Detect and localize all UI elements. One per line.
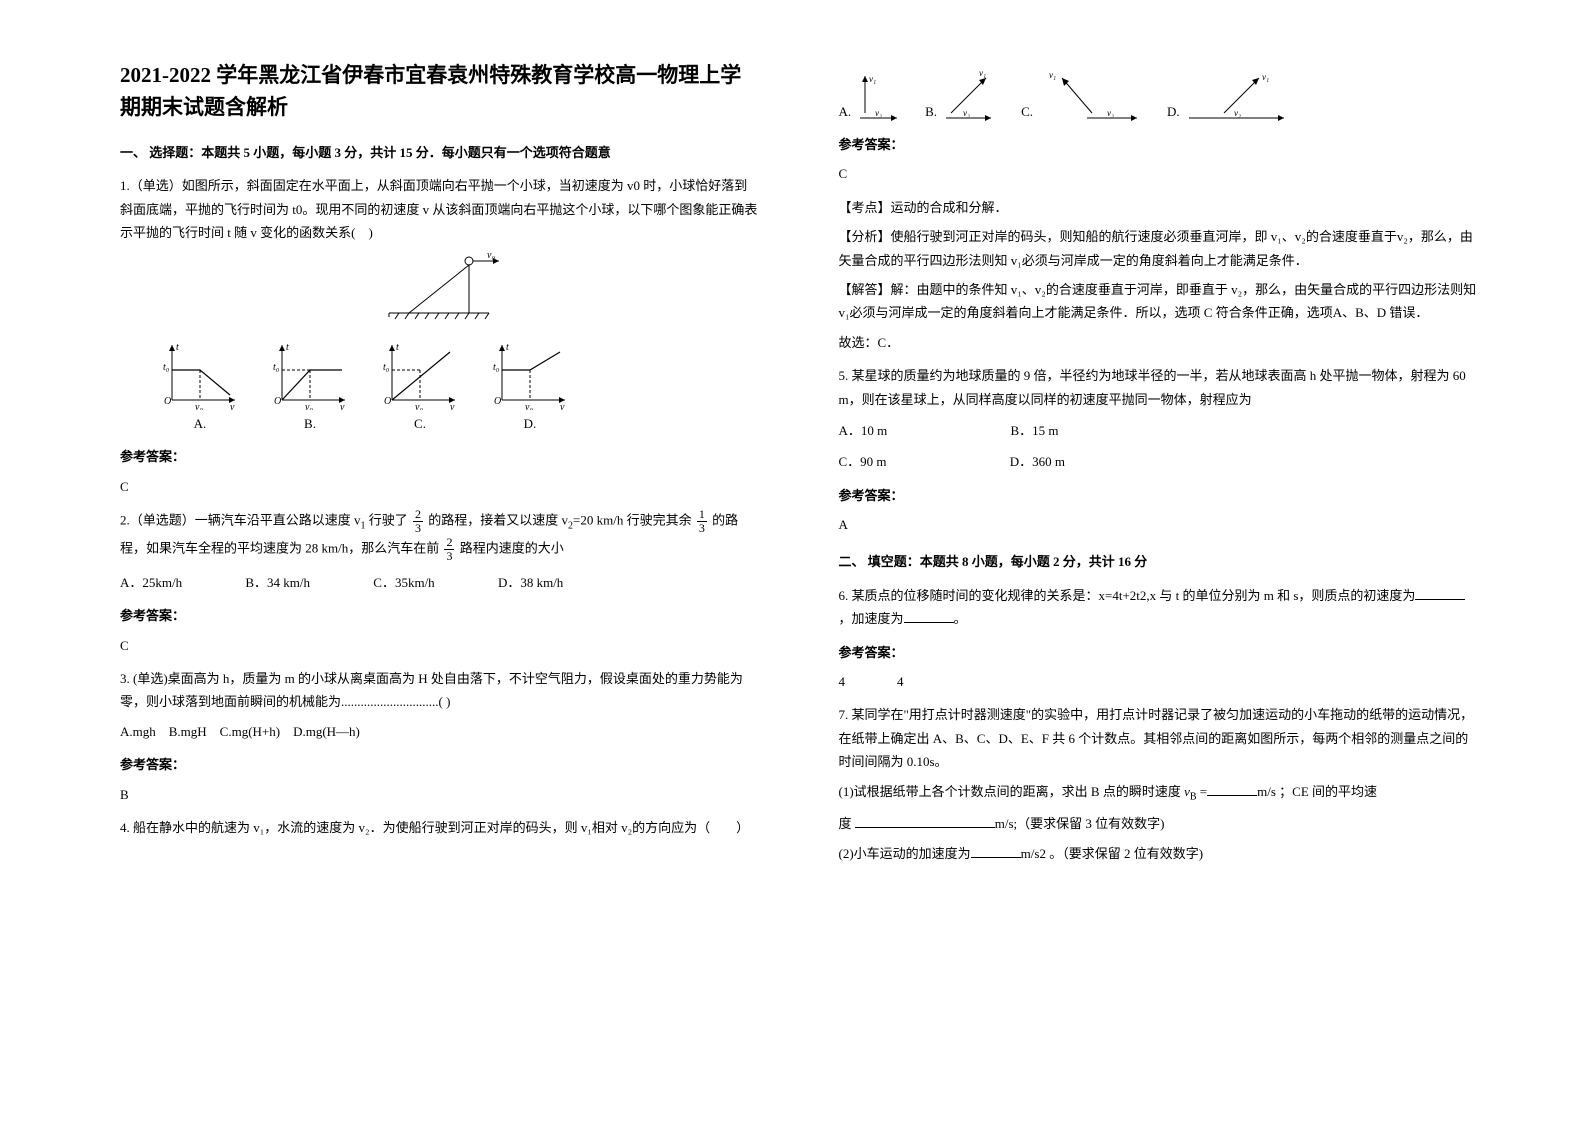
svg-text:v₀: v₀ xyxy=(487,253,495,261)
left-column: 2021-2022 学年黑龙江省伊春市宜春袁州特殊教育学校高一物理上学期期末试题… xyxy=(100,60,799,1082)
svg-text:t₀: t₀ xyxy=(163,362,170,373)
svg-text:v: v xyxy=(560,402,565,410)
svg-text:v₀: v₀ xyxy=(195,402,203,410)
q5-opt-c: C．90 m xyxy=(839,450,887,473)
svg-text:v₂: v₂ xyxy=(1234,108,1241,118)
svg-text:t: t xyxy=(506,342,509,353)
q3-options: A.mgh B.mgH C.mg(H+h) D.mg(H—h) xyxy=(120,720,759,743)
svg-text:v: v xyxy=(340,402,345,410)
q1-graph-row: t₀ v₀ O v t A. t₀ xyxy=(160,340,759,435)
svg-text:O: O xyxy=(494,396,501,407)
question-3: 3. (单选)桌面高为 h，质量为 m 的小球从离桌面高为 H 处自由落下，不计… xyxy=(120,667,759,806)
question-1: 1.（单选）如图所示，斜面固定在水平面上，从斜面顶端向右平抛一个小球，当初速度为… xyxy=(120,174,759,498)
incline-svg: v₀ xyxy=(369,253,509,323)
svg-text:v₂: v₂ xyxy=(1107,108,1114,118)
question-2: 2.（单选题）一辆汽车沿平直公路以速度 v1 行驶了 23 的路程，接着又以速度… xyxy=(120,508,759,657)
q6-text: 6. 某质点的位移随时间的变化规律的关系是：x=4t+2t2,x 与 t 的单位… xyxy=(839,584,1478,631)
q5-options-1: A．10 m B．15 m xyxy=(839,419,1478,442)
section-choice-heading: 一、 选择题：本题共 5 小题，每小题 3 分，共计 15 分．每小题只有一个选… xyxy=(120,141,759,164)
q4-ans-label: 参考答案： xyxy=(839,133,1478,156)
svg-text:v₀: v₀ xyxy=(525,402,533,410)
q4-arrow-b: B. v₁ v₂ xyxy=(925,68,1001,123)
svg-text:v₁: v₁ xyxy=(1262,72,1269,82)
q1-opt-b: B. xyxy=(270,412,350,435)
q3-ans: B xyxy=(120,783,759,806)
svg-text:v₁: v₁ xyxy=(1049,70,1056,80)
q3-ans-label: 参考答案： xyxy=(120,753,759,776)
svg-text:O: O xyxy=(384,396,391,407)
q1-ans: C xyxy=(120,475,759,498)
q1-opt-a: A. xyxy=(160,412,240,435)
svg-text:t: t xyxy=(176,342,179,353)
q4-text: 4. 船在静水中的航速为 v₁，水流的速度为 v₂．为使船行驶到河正对岸的码头，… xyxy=(120,816,759,839)
q2-opt-d: D．38 km/h xyxy=(498,571,563,594)
q4-arrow-options: A. v₁ v₂ B. v₁ v₂ C. xyxy=(839,68,1478,123)
q4-guxuan: 故选：C． xyxy=(839,331,1478,354)
q4-jieda: 【解答】解：由题中的条件知 v₁、v₂的合速度垂直于河岸，即垂直于 v₂，那么，… xyxy=(839,278,1478,325)
svg-text:t: t xyxy=(396,342,399,353)
svg-text:v₁: v₁ xyxy=(869,74,876,84)
q6-ans: 4 4 xyxy=(839,670,1478,693)
q7-text: 7. 某同学在"用打点计时器测速度"的实验中，用打点计时器记录了被匀加速运动的小… xyxy=(839,703,1478,773)
q2-opt-c: C．35km/h xyxy=(373,571,434,594)
question-6: 6. 某质点的位移随时间的变化规律的关系是：x=4t+2t2,x 与 t 的单位… xyxy=(839,584,1478,694)
q6-ans-label: 参考答案： xyxy=(839,641,1478,664)
svg-text:v: v xyxy=(450,402,455,410)
section-blank-heading: 二、 填空题：本题共 8 小题，每小题 2 分，共计 16 分 xyxy=(839,550,1478,573)
q2-ans: C xyxy=(120,634,759,657)
q2-options: A．25km/h B．34 km/h C．35km/h D．38 km/h xyxy=(120,571,759,594)
q7-sub1b: 度 m/s;（要求保留 3 位有效数字) xyxy=(839,812,1478,835)
svg-text:v₀: v₀ xyxy=(415,402,423,410)
q7-sub2: (2)小车运动的加速度为m/s2 。（要求保留 2 位有效数字) xyxy=(839,842,1478,865)
svg-text:v₀: v₀ xyxy=(305,402,313,410)
q5-ans-label: 参考答案： xyxy=(839,484,1478,507)
question-5: 5. 某星球的质量约为地球质量的 9 倍，半径约为地球半径的一半，若从地球表面高… xyxy=(839,364,1478,536)
q4-ans: C xyxy=(839,162,1478,185)
svg-text:v₁: v₁ xyxy=(979,68,986,78)
q1-graph-a: t₀ v₀ O v t A. xyxy=(160,340,240,435)
q4-arrow-d: D. v₁ v₂ xyxy=(1167,68,1294,123)
question-4-stem: 4. 船在静水中的航速为 v₁，水流的速度为 v₂．为使船行驶到河正对岸的码头，… xyxy=(120,816,759,839)
q4-arrow-a: A. v₁ v₂ xyxy=(839,68,906,123)
svg-text:O: O xyxy=(164,396,171,407)
q1-graph-d: t₀ v₀ O v t D. xyxy=(490,340,570,435)
q1-graph-b: t₀ v₀ O v t B. xyxy=(270,340,350,435)
q7-sub1: (1)试根据纸带上各个计数点间的距离，求出 B 点的瞬时速度 vB =m/s ；… xyxy=(839,780,1478,807)
q4-arrow-c: C. v₁ v₂ xyxy=(1021,68,1147,123)
q2-text: 2.（单选题）一辆汽车沿平直公路以速度 v1 行驶了 23 的路程，接着又以速度… xyxy=(120,508,759,563)
q1-ans-label: 参考答案： xyxy=(120,445,759,468)
svg-text:v₂: v₂ xyxy=(963,108,970,118)
svg-text:t₀: t₀ xyxy=(493,362,500,373)
svg-text:v₂: v₂ xyxy=(875,108,882,118)
q5-ans: A xyxy=(839,513,1478,536)
q5-text: 5. 某星球的质量约为地球质量的 9 倍，半径约为地球半径的一半，若从地球表面高… xyxy=(839,364,1478,411)
q2-opt-b: B．34 km/h xyxy=(245,571,310,594)
q2-ans-label: 参考答案： xyxy=(120,604,759,627)
q1-opt-d: D. xyxy=(490,412,570,435)
q5-opt-a: A．10 m xyxy=(839,419,888,442)
page-title: 2021-2022 学年黑龙江省伊春市宜春袁州特殊教育学校高一物理上学期期末试题… xyxy=(120,60,759,123)
q1-graph-c: t₀ v₀ O v t C. xyxy=(380,340,460,435)
right-column: A. v₁ v₂ B. v₁ v₂ C. xyxy=(799,60,1498,1082)
q1-incline-figure: v₀ xyxy=(120,253,759,330)
svg-text:O: O xyxy=(274,396,281,407)
svg-text:t₀: t₀ xyxy=(273,362,280,373)
q1-opt-c: C. xyxy=(380,412,460,435)
q4-fenxi: 【分析】使船行驶到河正对岸的码头，则知船的航行速度必须垂直河岸，即 v₁、v₂的… xyxy=(839,225,1478,272)
q3-text: 3. (单选)桌面高为 h，质量为 m 的小球从离桌面高为 H 处自由落下，不计… xyxy=(120,667,759,714)
svg-text:t: t xyxy=(286,342,289,353)
q5-options-2: C．90 m D．360 m xyxy=(839,450,1478,473)
q5-opt-b: B．15 m xyxy=(1011,419,1059,442)
q5-opt-d: D．360 m xyxy=(1010,450,1065,473)
svg-text:t₀: t₀ xyxy=(383,362,390,373)
question-7: 7. 某同学在"用打点计时器测速度"的实验中，用打点计时器记录了被匀加速运动的小… xyxy=(839,703,1478,865)
q4-kaodian: 【考点】运动的合成和分解． xyxy=(839,196,1478,219)
q1-text: 1.（单选）如图所示，斜面固定在水平面上，从斜面顶端向右平抛一个小球，当初速度为… xyxy=(120,174,759,244)
q2-opt-a: A．25km/h xyxy=(120,571,182,594)
svg-text:v: v xyxy=(230,402,235,410)
